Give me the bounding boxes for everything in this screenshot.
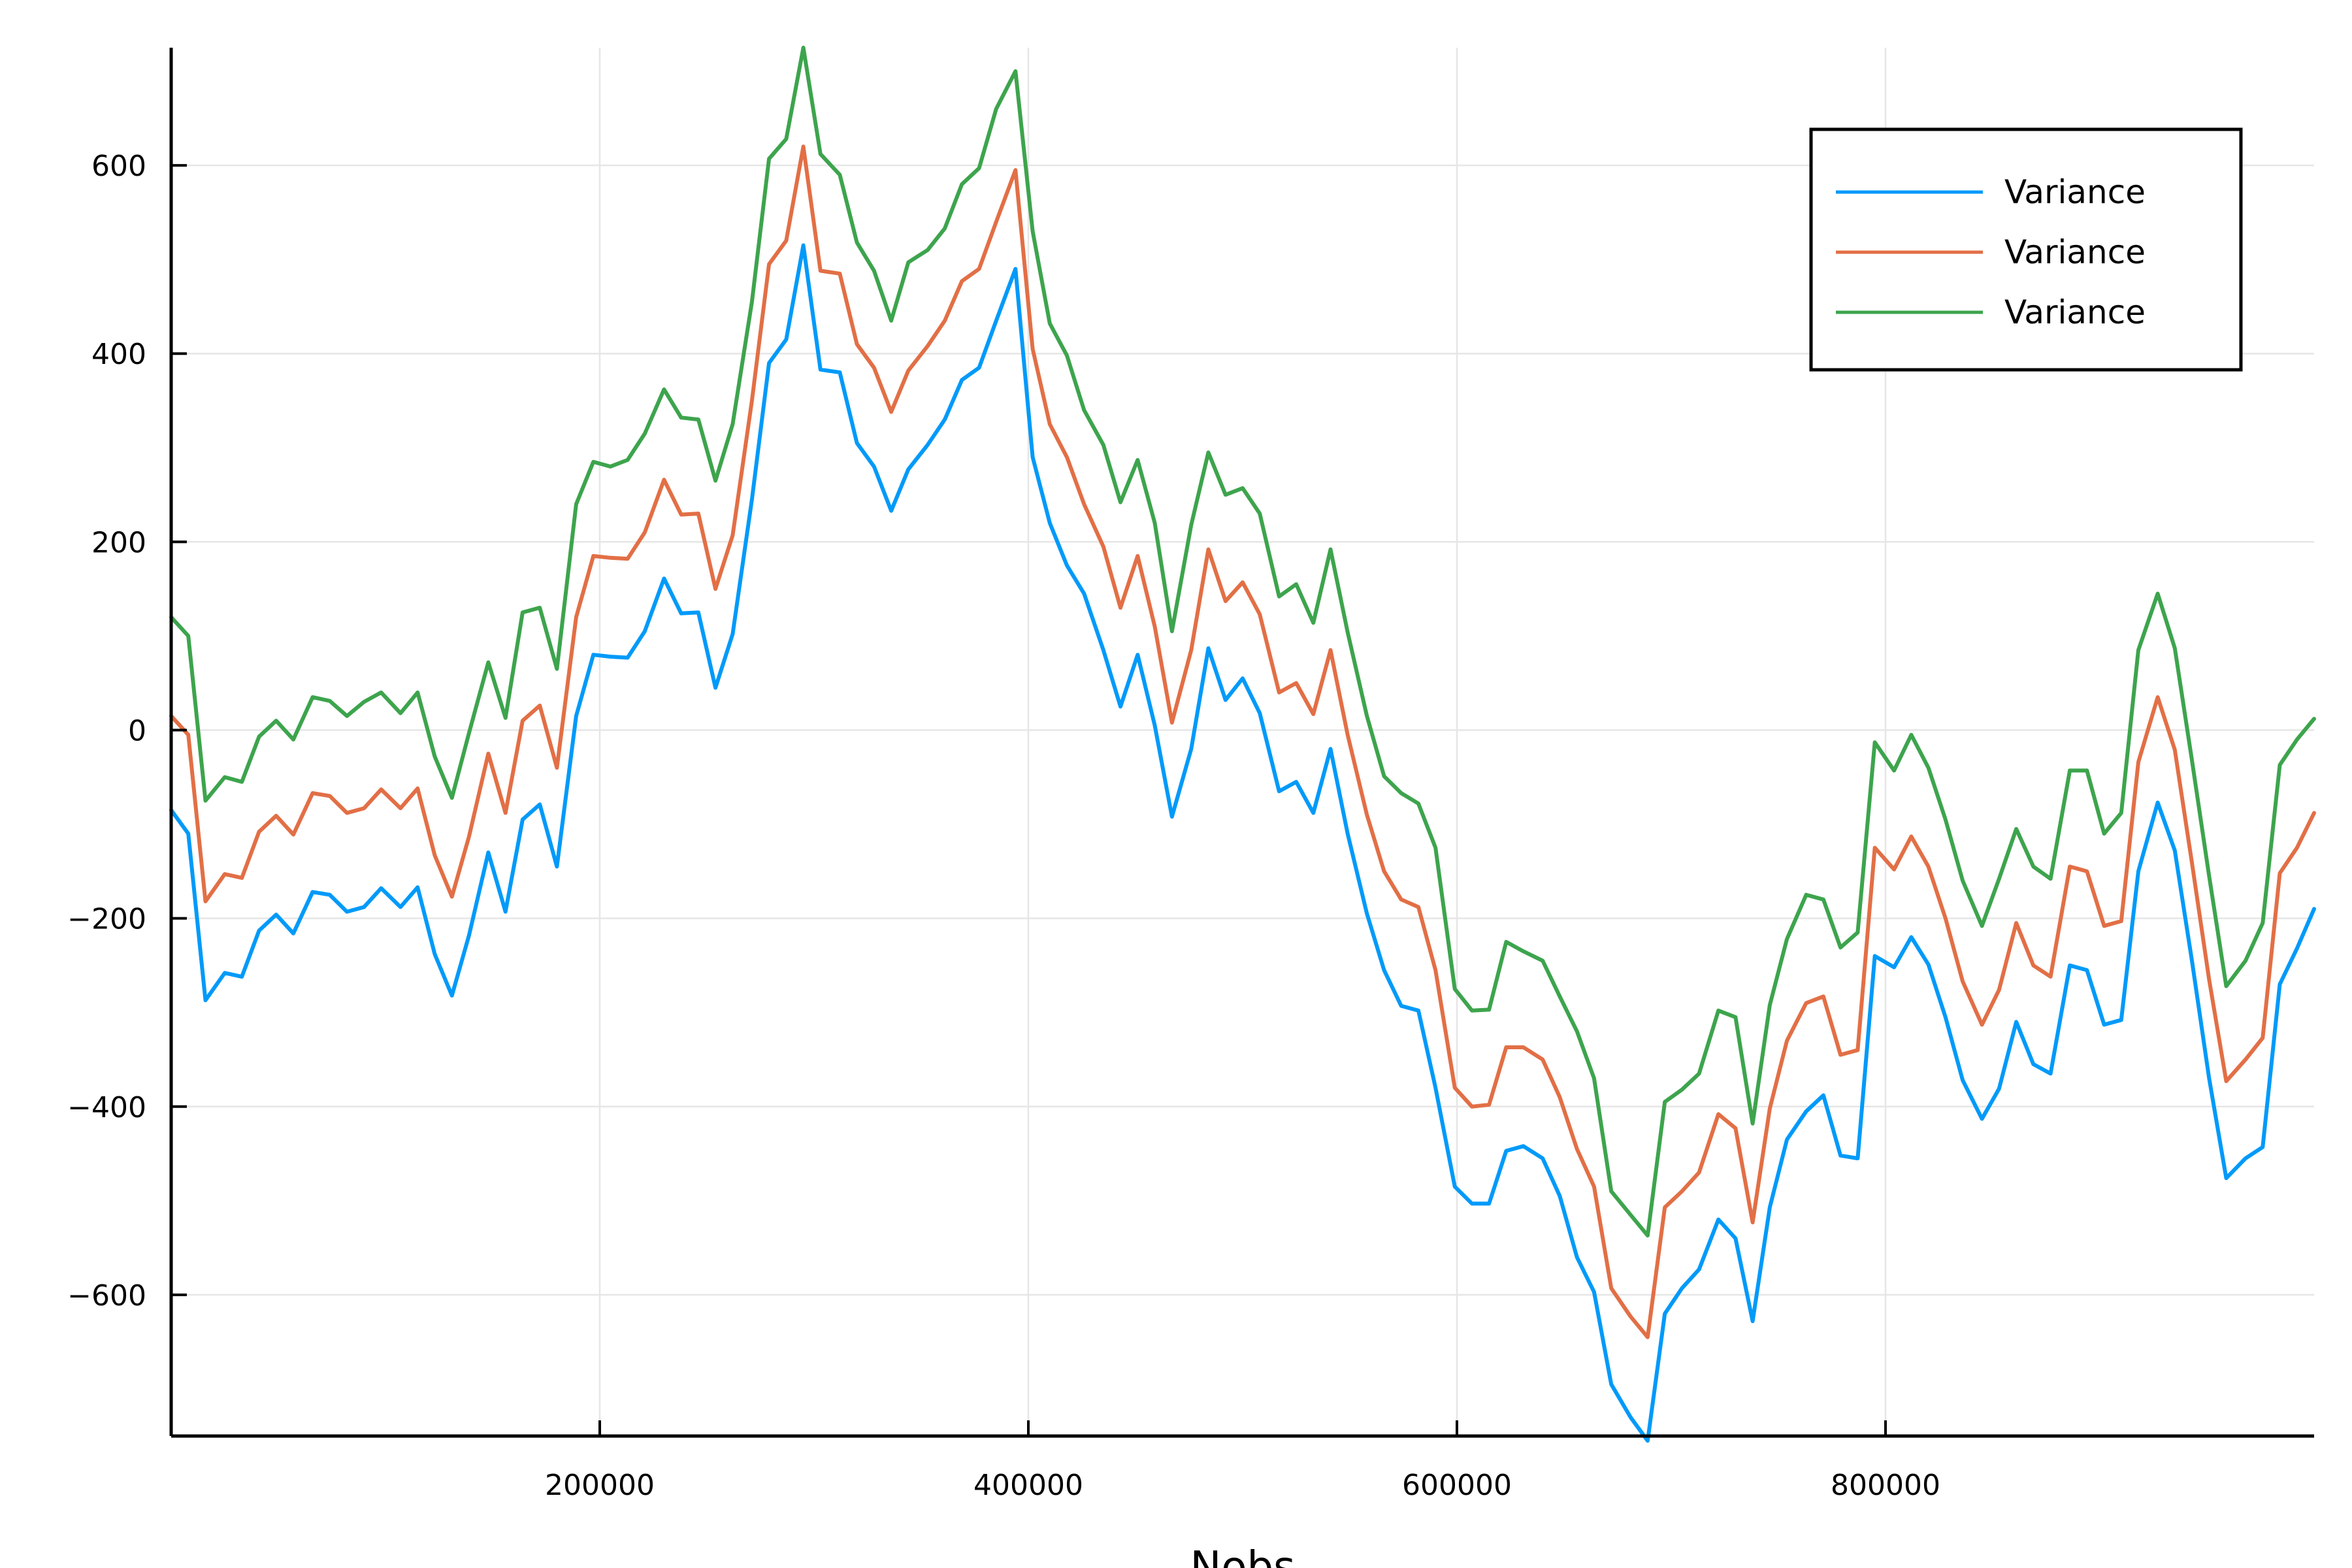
y-tick-label: −200 [67, 903, 146, 936]
series-line-2 [169, 144, 2316, 1339]
legend-entry: Variance [1836, 293, 2146, 331]
tick-labels: 200000 400000 600000 800000 −600 −400 −200 0 200… [67, 150, 1940, 1502]
x-axis-title: Nobs [1190, 1543, 1296, 1568]
x-tick-label: 800000 [1831, 1469, 1940, 1502]
y-tick-label: −600 [67, 1279, 146, 1313]
legend: Variance Variance Variance [1809, 127, 2243, 372]
y-tick-label: 0 [128, 714, 146, 747]
legend-label: Variance [2004, 233, 2146, 271]
legend-box [1809, 127, 2243, 372]
x-tick-label: 600000 [1402, 1469, 1512, 1502]
y-tick-label: 200 [91, 526, 146, 559]
legend-entry: Variance [1836, 233, 2146, 271]
y-tick-label: 400 [91, 338, 146, 371]
legend-entry: Variance [1836, 173, 2146, 211]
x-tick-label: 400000 [973, 1469, 1083, 1502]
legend-label: Variance [2004, 173, 2146, 211]
tick-marks [171, 164, 1887, 1436]
legend-label: Variance [2004, 293, 2146, 331]
x-tick-label: 200000 [545, 1469, 655, 1502]
axes [169, 48, 2314, 1438]
y-tick-label: −400 [67, 1091, 146, 1124]
series-line-3 [169, 46, 2316, 1238]
series-lines [169, 46, 2316, 1443]
series-line-1 [169, 243, 2316, 1443]
y-tick-label: 600 [91, 150, 146, 183]
